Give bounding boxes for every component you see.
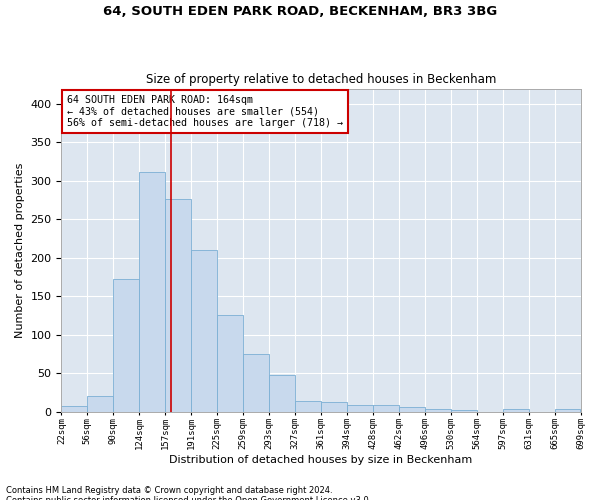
Text: Contains HM Land Registry data © Crown copyright and database right 2024.: Contains HM Land Registry data © Crown c…	[6, 486, 332, 495]
Bar	[451, 410, 476, 412]
Bar	[347, 406, 373, 411]
Bar	[88, 396, 113, 411]
Bar	[191, 250, 217, 412]
Bar	[425, 410, 451, 412]
Text: Contains public sector information licensed under the Open Government Licence v3: Contains public sector information licen…	[6, 496, 371, 500]
Bar	[554, 408, 580, 412]
Bar	[321, 402, 347, 411]
Bar	[269, 374, 295, 412]
Bar	[165, 198, 191, 412]
Bar	[113, 280, 139, 411]
Bar	[295, 401, 321, 411]
Bar	[373, 404, 399, 411]
Bar	[139, 172, 165, 412]
Bar	[399, 407, 425, 412]
Bar	[217, 316, 243, 412]
Bar	[243, 354, 269, 412]
Text: 64 SOUTH EDEN PARK ROAD: 164sqm
← 43% of detached houses are smaller (554)
56% o: 64 SOUTH EDEN PARK ROAD: 164sqm ← 43% of…	[67, 95, 343, 128]
Text: 64, SOUTH EDEN PARK ROAD, BECKENHAM, BR3 3BG: 64, SOUTH EDEN PARK ROAD, BECKENHAM, BR3…	[103, 5, 497, 18]
Bar	[503, 410, 529, 412]
X-axis label: Distribution of detached houses by size in Beckenham: Distribution of detached houses by size …	[169, 455, 473, 465]
Bar	[61, 406, 87, 412]
Y-axis label: Number of detached properties: Number of detached properties	[15, 162, 25, 338]
Title: Size of property relative to detached houses in Beckenham: Size of property relative to detached ho…	[146, 73, 496, 86]
